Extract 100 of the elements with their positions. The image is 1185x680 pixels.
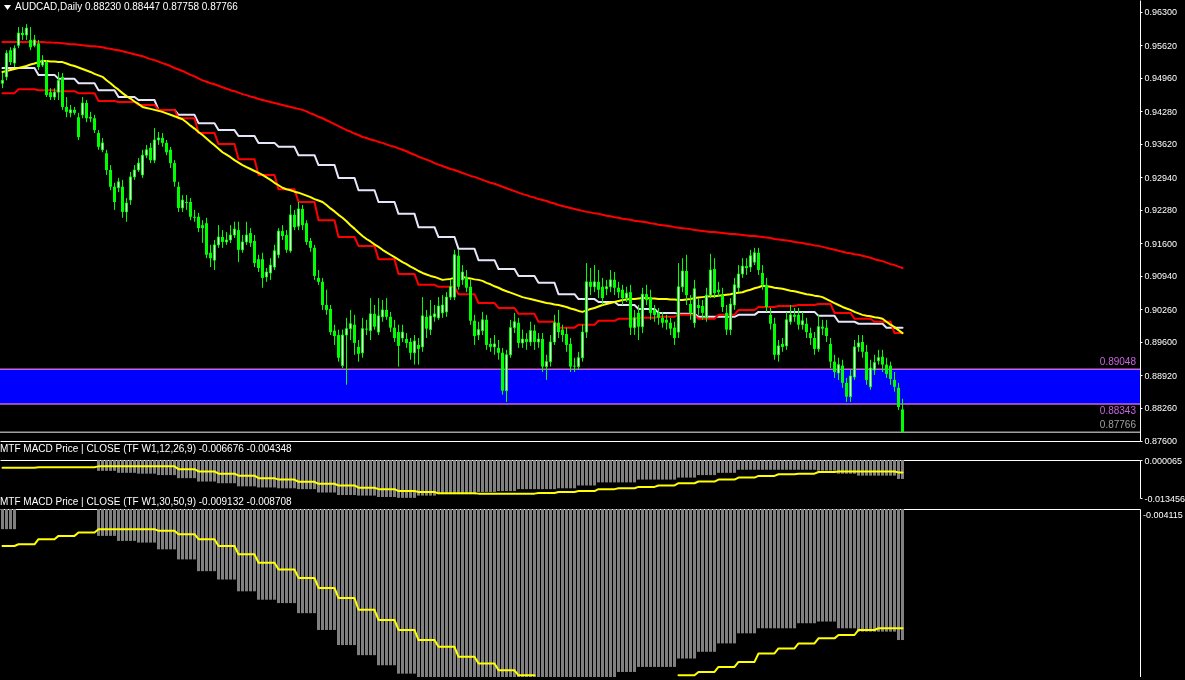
candlestick [805,317,808,339]
candlestick [765,277,768,313]
candlestick [113,182,116,211]
candlestick [385,297,388,321]
candlestick [897,382,900,411]
candlestick [757,247,760,276]
candlestick [837,357,840,381]
candlestick [613,271,616,296]
candlestick [337,329,340,363]
y-tick-label: 0.91600 [1144,238,1178,249]
candlestick [621,284,624,306]
candlestick [17,26,20,49]
candlestick [825,319,828,343]
ref-line-label: 0.89048 [1099,356,1137,368]
candlestick [817,314,820,353]
candlestick [369,297,372,341]
y-tick-label: 0.94280 [1144,106,1178,117]
candlestick [5,49,8,81]
candlestick [93,114,96,134]
candlestick [245,221,248,246]
text: -0.004115 [1143,510,1183,520]
y-tick-label: 0.90940 [1144,271,1178,282]
y-tick-label: 0.87600 [1144,436,1178,447]
y-tick-label: 0.95620 [1144,40,1178,51]
y-tick-label: 0.94960 [1144,73,1178,84]
candlestick [389,311,392,333]
y-tick-label: 0.90260 [1144,304,1178,315]
candlestick [253,234,256,268]
candlestick [129,171,132,206]
y-tick-label: 0.93620 [1144,139,1178,150]
y-tick-label: 0.96300 [1144,7,1178,18]
candlestick [345,317,348,386]
candlestick [721,287,724,313]
ref-line-label: 0.88343 [1099,404,1137,416]
candlestick [409,337,412,361]
candlestick [213,239,216,271]
candlestick [649,289,652,321]
candlestick [349,309,352,341]
candlestick [889,361,892,386]
candlestick [761,264,764,291]
y-tick-label: 0.88920 [1144,370,1178,381]
candlestick [321,277,324,311]
candlestick [353,314,356,356]
candlestick [477,321,480,341]
candlestick [153,127,156,164]
candlestick [29,26,32,51]
candlestick [597,269,600,299]
candlestick [105,149,108,176]
chart-title: MTF MACD Price | CLOSE (TF W1,30,50,9) -0.009132 -0.008708 [0,496,293,507]
candlestick [829,337,832,369]
candlestick [65,96,68,118]
candlestick [81,96,84,119]
ref-line-label: 0.87766 [1099,419,1137,431]
candlestick [177,181,180,213]
candlestick [797,307,800,331]
candlestick [529,321,532,347]
candlestick [329,304,332,336]
candlestick [833,354,836,379]
candlestick [261,252,264,289]
y-tick-label: 0.88260 [1144,403,1178,414]
y-tick-label: 0.92280 [1144,205,1178,216]
y-tick-label: 0.89600 [1144,337,1178,348]
candlestick [901,398,904,434]
candlestick [189,197,192,221]
candlestick [725,304,728,336]
y-tick-label: 0.92940 [1144,172,1178,183]
candlestick [13,44,16,68]
candlestick [197,212,200,233]
candlestick [533,324,536,351]
candlestick [769,307,772,331]
candlestick [429,299,432,336]
candlestick [85,99,88,123]
candlestick [173,159,176,188]
candlestick [749,249,752,273]
candlestick [413,334,416,366]
candlestick [77,112,80,141]
candlestick [841,359,844,389]
candlestick [885,357,888,379]
candlestick [37,39,40,71]
candlestick [845,377,848,403]
candlestick [441,294,444,319]
candlestick [593,264,596,293]
candlestick [297,201,300,231]
y-tick-label: 0.000065 [1144,455,1183,466]
candlestick [557,309,560,339]
candlestick [893,371,896,393]
candlestick [881,349,884,373]
line-series [1,465,904,495]
chart-title: MTF MACD Price | CLOSE (TF W1,12,26,9) -0.006676 -0.004348 [0,443,293,454]
candlestick [109,164,112,191]
candlestick [497,339,500,361]
candlestick [237,221,240,263]
candlestick [141,149,144,179]
chart-title: AUDCAD,Daily 0.88230 0.88447 0.87758 0.87766 [15,1,238,13]
candlestick [517,317,520,349]
candlestick [473,314,476,346]
candlestick [393,319,396,343]
candlestick [437,296,440,321]
candlestick [601,277,604,306]
candlestick [493,334,496,356]
